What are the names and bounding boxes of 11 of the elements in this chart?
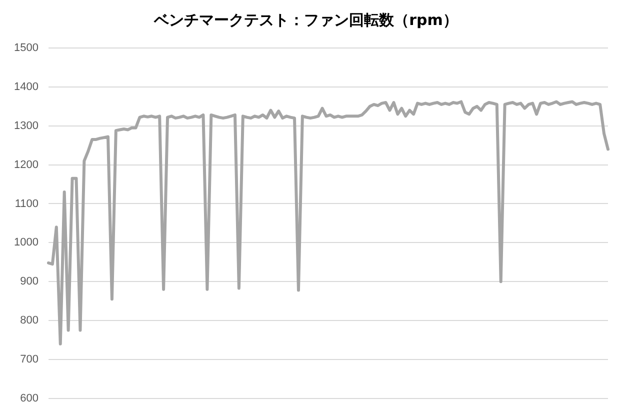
y-tick-label: 900 (20, 276, 38, 288)
y-tick-label: 1400 (14, 80, 38, 93)
y-tick-label: 800 (20, 314, 38, 327)
y-tick-label: 1300 (14, 120, 38, 132)
chart-title: ベンチマークテスト：ファン回転数（rpm） (153, 10, 458, 29)
y-tick-label: 1200 (14, 158, 38, 171)
y-tick-label: 700 (20, 354, 38, 366)
y-tick-label: 1500 (14, 42, 38, 54)
y-tick-label: 1000 (14, 236, 38, 249)
y-tick-label: 1100 (14, 198, 38, 210)
y-tick-label: 600 (20, 392, 38, 404)
